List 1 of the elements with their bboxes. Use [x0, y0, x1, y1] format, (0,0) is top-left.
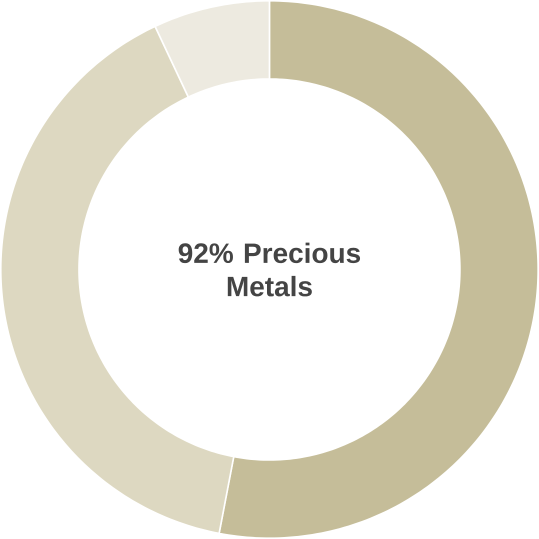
text: 92% Precious Metals [178, 242, 360, 296]
